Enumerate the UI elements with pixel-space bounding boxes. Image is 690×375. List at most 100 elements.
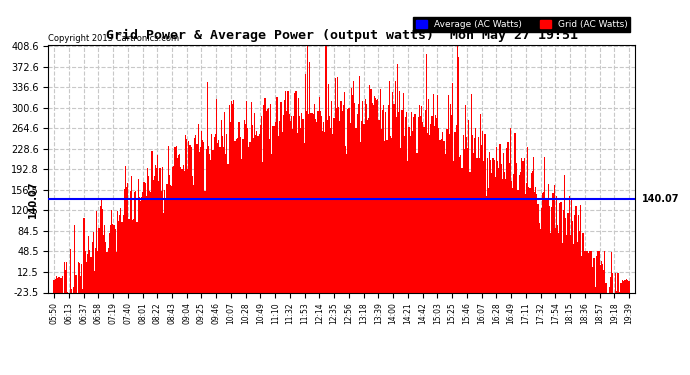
Bar: [199, 152, 200, 292]
Bar: [386, 140, 388, 292]
Bar: [190, 147, 192, 292]
Bar: [270, 104, 271, 292]
Bar: [433, 94, 434, 292]
Bar: [457, 46, 458, 292]
Bar: [165, 198, 166, 292]
Bar: [208, 146, 209, 292]
Bar: [567, 213, 569, 292]
Bar: [511, 181, 512, 292]
Bar: [495, 177, 496, 292]
Bar: [152, 180, 154, 292]
Bar: [510, 128, 511, 292]
Bar: [59, 277, 61, 292]
Bar: [480, 114, 481, 292]
Bar: [373, 105, 374, 292]
Bar: [397, 64, 398, 292]
Bar: [225, 154, 226, 292]
Bar: [602, 264, 603, 292]
Bar: [116, 252, 117, 292]
Bar: [106, 252, 108, 292]
Bar: [563, 210, 564, 292]
Bar: [169, 175, 170, 292]
Bar: [284, 100, 285, 292]
Bar: [238, 122, 239, 292]
Bar: [322, 130, 323, 292]
Bar: [529, 188, 531, 292]
Bar: [221, 136, 223, 292]
Bar: [436, 118, 437, 292]
Bar: [183, 165, 184, 292]
Bar: [594, 258, 595, 292]
Bar: [507, 142, 509, 292]
Bar: [262, 162, 263, 292]
Bar: [126, 187, 127, 292]
Bar: [218, 140, 219, 292]
Bar: [179, 154, 180, 292]
Bar: [434, 126, 435, 292]
Bar: [400, 148, 402, 292]
Bar: [137, 179, 139, 292]
Bar: [319, 111, 321, 292]
Bar: [445, 154, 446, 292]
Bar: [78, 262, 79, 292]
Bar: [443, 141, 444, 292]
Bar: [161, 167, 163, 292]
Bar: [627, 280, 629, 292]
Bar: [350, 123, 351, 292]
Bar: [472, 135, 473, 292]
Bar: [103, 235, 104, 292]
Bar: [442, 132, 443, 292]
Bar: [286, 111, 288, 292]
Bar: [135, 191, 137, 292]
Bar: [171, 186, 172, 292]
Bar: [541, 208, 542, 292]
Bar: [404, 136, 405, 292]
Bar: [625, 280, 626, 292]
Bar: [308, 114, 309, 292]
Bar: [601, 261, 602, 292]
Bar: [515, 163, 517, 292]
Bar: [159, 168, 161, 292]
Bar: [109, 233, 110, 292]
Bar: [533, 157, 534, 292]
Bar: [519, 175, 520, 292]
Bar: [347, 109, 348, 292]
Bar: [381, 129, 382, 292]
Bar: [231, 101, 232, 292]
Bar: [148, 176, 149, 292]
Bar: [587, 251, 588, 292]
Bar: [481, 145, 482, 292]
Bar: [291, 116, 292, 292]
Bar: [71, 289, 72, 292]
Bar: [572, 220, 573, 292]
Bar: [406, 111, 407, 292]
Bar: [154, 176, 155, 292]
Bar: [431, 116, 433, 292]
Bar: [83, 218, 85, 292]
Bar: [197, 124, 199, 292]
Bar: [246, 101, 247, 292]
Bar: [412, 131, 413, 292]
Bar: [450, 104, 451, 292]
Bar: [290, 121, 291, 292]
Bar: [426, 54, 427, 292]
Bar: [297, 133, 298, 292]
Bar: [526, 183, 527, 292]
Bar: [187, 169, 188, 292]
Bar: [144, 183, 146, 292]
Bar: [604, 251, 605, 292]
Bar: [146, 196, 147, 292]
Bar: [546, 199, 548, 292]
Bar: [560, 202, 562, 292]
Bar: [534, 192, 535, 292]
Bar: [565, 218, 566, 292]
Bar: [522, 161, 524, 292]
Bar: [557, 225, 558, 292]
Bar: [584, 251, 586, 292]
Bar: [622, 280, 624, 292]
Bar: [502, 178, 503, 292]
Bar: [309, 63, 310, 292]
Bar: [149, 191, 150, 292]
Bar: [527, 147, 529, 292]
Bar: [571, 199, 572, 292]
